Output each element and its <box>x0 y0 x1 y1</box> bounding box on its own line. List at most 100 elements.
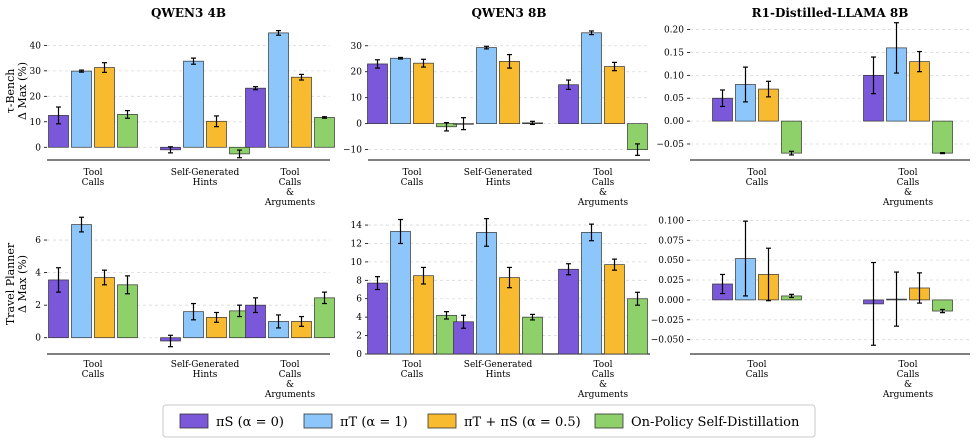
x-category-label: Self-Generated <box>171 168 240 178</box>
bar <box>94 67 115 148</box>
legend-frame <box>162 404 816 438</box>
legend-label-on-policy: On-Policy Self-Distillation <box>631 415 800 430</box>
bar <box>558 84 579 125</box>
legend: πS (α = 0) πT (α = 1) πT + πS (α = 0.5) … <box>162 404 816 438</box>
y-tick-label: 10 <box>351 94 363 104</box>
chart-title: R1-Distilled-LLAMA 8B <box>752 6 909 20</box>
x-category-label: Tool <box>898 360 917 370</box>
y-tick-label: 0 <box>356 120 362 130</box>
x-category-label: Tool <box>402 360 421 370</box>
bar <box>413 62 434 125</box>
row-label-travel-planner-line2: Δ Max (%) <box>16 255 29 313</box>
y-tick-label: 0.00 <box>664 117 684 127</box>
x-category-label: & <box>599 188 607 198</box>
x-category-label: Tool <box>280 360 299 370</box>
legend-swatch-on-policy <box>594 413 624 429</box>
x-category-label: Self-Generated <box>464 360 533 370</box>
x-category-label: Arguments <box>577 390 629 400</box>
y-tick-label: 10 <box>30 118 42 128</box>
x-category-label: Hints <box>193 370 218 380</box>
x-category-label: Arguments <box>264 198 316 208</box>
chart-title: QWEN3 8B <box>471 6 546 20</box>
panel-r1-llama-8b-tau-bench: R1-Distilled-LLAMA 8B −0.05 0.00 0.05 0.10 0.… <box>656 6 970 208</box>
y-tick-label: 0.15 <box>664 48 684 58</box>
bar <box>581 232 602 355</box>
x-category-label: & <box>599 380 607 390</box>
x-category-label: & <box>904 380 912 390</box>
bar <box>94 277 115 339</box>
y-tick-label: 4 <box>35 269 41 279</box>
y-tick-label: 20 <box>30 92 42 102</box>
bar <box>390 57 411 125</box>
x-category-label: Calls <box>592 370 615 380</box>
y-tick-label: 10 <box>351 258 363 268</box>
y-tick-label: −0.025 <box>651 316 685 326</box>
y-tick-label: 0.075 <box>658 236 684 246</box>
bar <box>932 120 953 154</box>
y-tick-label: 8 <box>356 276 362 286</box>
y-tick-label: 6 <box>356 295 362 305</box>
x-category-label: Self-Generated <box>171 360 240 370</box>
y-tick-label: 2 <box>35 301 41 311</box>
bar <box>476 47 497 125</box>
bar <box>627 298 648 355</box>
bar <box>476 232 497 355</box>
x-category-label: Hints <box>486 178 511 188</box>
legend-swatch-pi-t <box>303 413 333 429</box>
x-category-label: & <box>286 380 294 390</box>
x-category-label: Tool <box>593 360 612 370</box>
panel-qwen3-4b-tau-bench: QWEN3 4B010203040ToolCallsSelf-Generated… <box>30 6 335 208</box>
y-tick-label: 14 <box>351 221 363 231</box>
y-tick-label: 0.000 <box>658 296 684 306</box>
x-category-label: Self-Generated <box>464 168 533 178</box>
bar <box>291 76 312 148</box>
panel-r1-llama-8b-travel-planner: −0.050 −0.025 0.000 0.025 0.050 0.075 0.100 Too… <box>651 216 970 400</box>
bar <box>499 277 520 355</box>
x-category-label: Tool <box>280 168 299 178</box>
bar <box>367 63 388 125</box>
x-category-label: Tool <box>593 168 612 178</box>
legend-label-pi-t: πT (α = 1) <box>340 415 408 430</box>
x-category-label: Calls <box>746 178 769 188</box>
bar <box>499 60 520 125</box>
y-tick-label: 0.10 <box>664 71 684 81</box>
bar <box>604 66 625 125</box>
y-tick-label: 0.050 <box>658 256 684 266</box>
bar <box>183 60 204 148</box>
x-category-label: Calls <box>279 370 302 380</box>
y-tick-label: 0.025 <box>658 276 684 286</box>
y-tick-label: 20 <box>351 68 363 78</box>
chart-title: QWEN3 4B <box>151 6 226 20</box>
y-tick-label: 4 <box>356 313 362 323</box>
x-category-label: Calls <box>897 178 920 188</box>
x-category-label: & <box>286 188 294 198</box>
y-tick-label: −0.050 <box>651 336 685 346</box>
legend-swatch-pi-t-plus-pi-s <box>427 413 457 429</box>
y-tick-label: 0 <box>356 350 362 360</box>
y-tick-label: 6 <box>35 236 41 246</box>
y-tick-label: 0.20 <box>664 26 684 36</box>
bar <box>71 224 92 339</box>
panel-qwen3-8b-tau-bench: QWEN3 8B−100102030ToolCallsSelf-Generate… <box>343 6 650 208</box>
row-label-travel-planner-line1: Travel Planner <box>4 242 17 325</box>
bar <box>581 32 602 125</box>
bar <box>314 117 335 148</box>
x-category-label: Calls <box>592 178 615 188</box>
y-tick-label: 30 <box>30 67 42 77</box>
y-tick-label: 12 <box>351 239 362 249</box>
row-label-tau-bench-line2: Δ Max (%) <box>16 62 29 120</box>
bar <box>604 264 625 355</box>
bar <box>367 282 388 355</box>
bar <box>268 32 289 148</box>
x-category-label: Calls <box>746 370 769 380</box>
y-tick-label: 2 <box>356 332 362 342</box>
x-category-label: Calls <box>279 178 302 188</box>
y-tick-label: 30 <box>351 42 363 52</box>
bar <box>781 120 802 154</box>
x-category-label: Calls <box>401 178 424 188</box>
x-category-label: Tool <box>898 168 917 178</box>
bar <box>117 114 138 148</box>
x-category-label: Hints <box>486 370 511 380</box>
y-tick-label: 0 <box>35 334 41 344</box>
bar <box>245 87 266 148</box>
